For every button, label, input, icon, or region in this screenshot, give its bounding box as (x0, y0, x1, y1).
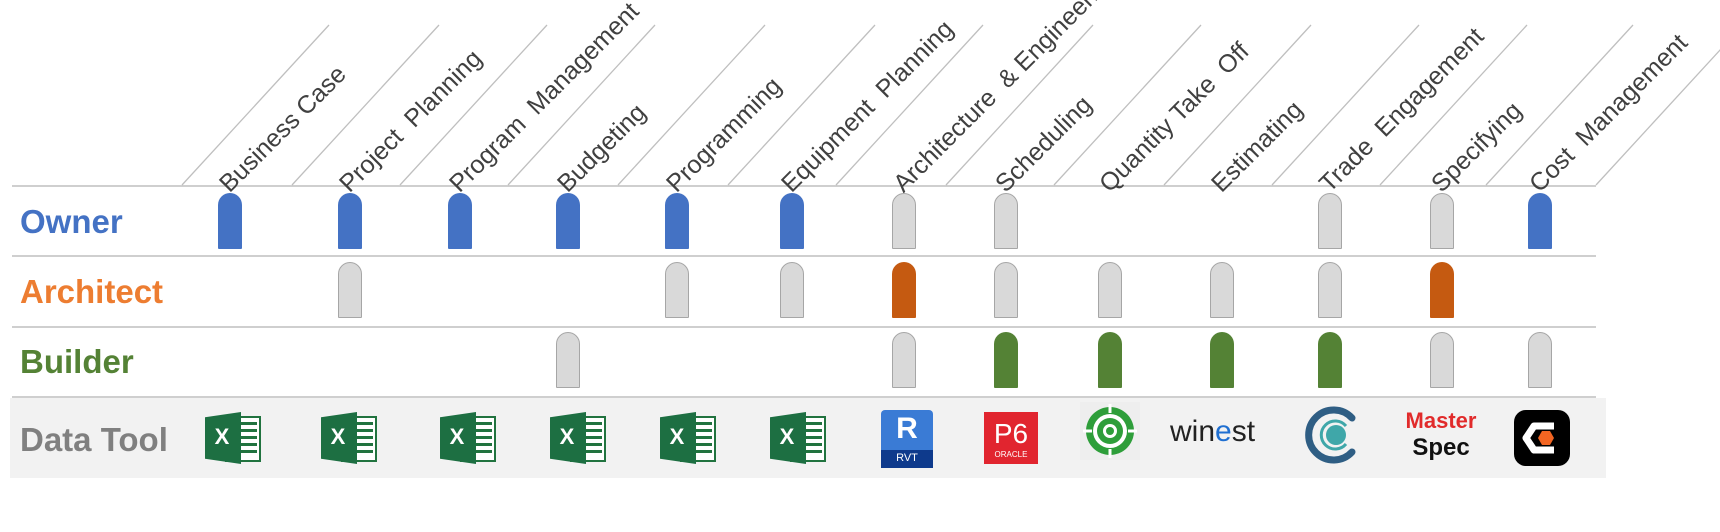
excel-icon: X (550, 410, 610, 466)
header-divider-line (1485, 24, 1634, 186)
marker-owner-active (338, 193, 362, 249)
masterspec-top-text: Master (1405, 408, 1477, 433)
header-divider-line (1379, 24, 1528, 186)
p6-text: P6 (993, 418, 1029, 449)
header-divider-line (1163, 24, 1312, 186)
header-divider-line (617, 24, 766, 186)
marker-owner-active (556, 193, 580, 249)
winest-text-suffix: st (1231, 415, 1256, 448)
row-label-data-tool: Data Tool (20, 421, 168, 458)
marker-architect-inactive (665, 262, 689, 318)
marker-builder-active (1098, 332, 1122, 388)
marker-builder-inactive (1528, 332, 1552, 388)
header-slant-lines (181, 24, 1720, 186)
excel-letter: X (330, 424, 346, 449)
marker-builder-active (1210, 332, 1234, 388)
header-divider-line (835, 24, 984, 186)
header-divider-line (399, 24, 548, 186)
marker-owner-inactive (1430, 193, 1454, 249)
revit-sub-label: RVT (896, 452, 918, 464)
excel-icon: X (440, 410, 500, 466)
excel-letter: X (449, 424, 465, 449)
header-divider-line (1595, 49, 1720, 186)
target-icon (1080, 402, 1140, 460)
excel-letter: X (779, 424, 795, 449)
marker-owner-active (665, 193, 689, 249)
header-divider-line (727, 24, 876, 186)
marker-architect-inactive (1098, 262, 1122, 318)
marker-architect-active (1430, 262, 1454, 318)
header-divider-line (291, 24, 440, 186)
winest-logo: winest (1170, 414, 1270, 450)
excel-letter: X (559, 424, 575, 449)
excel-icon: X (660, 410, 720, 466)
excel-icon: X (205, 410, 265, 466)
marker-architect-inactive (1318, 262, 1342, 318)
p6-oracle-icon: P6 ORACLE (984, 412, 1038, 464)
marker-owner-active (448, 193, 472, 249)
marker-builder-inactive (556, 332, 580, 388)
row-label-owner: Owner (20, 203, 123, 240)
p6-oracle-text: ORACLE (994, 450, 1028, 459)
excel-icon: X (321, 410, 381, 466)
revit-icon: R RVT (881, 410, 933, 468)
marker-owner-active (218, 193, 242, 249)
ring-icon (1302, 404, 1366, 466)
row-divider-lines (12, 185, 1596, 398)
marker-owner-active (780, 193, 804, 249)
winest-text-accent: e (1215, 415, 1232, 448)
excel-letter: X (669, 424, 685, 449)
header-divider-line (181, 24, 330, 186)
cost-hex-icon (1514, 410, 1570, 466)
header-divider-line (1271, 24, 1420, 186)
row-label-builder: Builder (20, 343, 134, 380)
excel-letter: X (214, 424, 230, 449)
marker-owner-inactive (892, 193, 916, 249)
revit-letter: R (896, 412, 918, 445)
header-divider-line (945, 24, 1094, 186)
marker-builder-inactive (892, 332, 916, 388)
marker-owner-inactive (1318, 193, 1342, 249)
winest-text-prefix: win (1170, 415, 1216, 448)
marker-builder-active (994, 332, 1018, 388)
marker-owner-active (1528, 193, 1552, 249)
marker-architect-inactive (994, 262, 1018, 318)
marker-builder-active (1318, 332, 1342, 388)
excel-icon: X (770, 410, 830, 466)
marker-architect-active (892, 262, 916, 318)
masterspec-logo: Master Spec (1396, 408, 1486, 468)
row-label-architect: Architect (20, 273, 164, 310)
marker-owner-inactive (994, 193, 1018, 249)
header-divider-line (1053, 24, 1202, 186)
masterspec-bottom-text: Spec (1412, 434, 1470, 461)
marker-architect-inactive (338, 262, 362, 318)
marker-builder-inactive (1430, 332, 1454, 388)
marker-architect-inactive (780, 262, 804, 318)
marker-architect-inactive (1210, 262, 1234, 318)
header-divider-line (507, 24, 656, 186)
